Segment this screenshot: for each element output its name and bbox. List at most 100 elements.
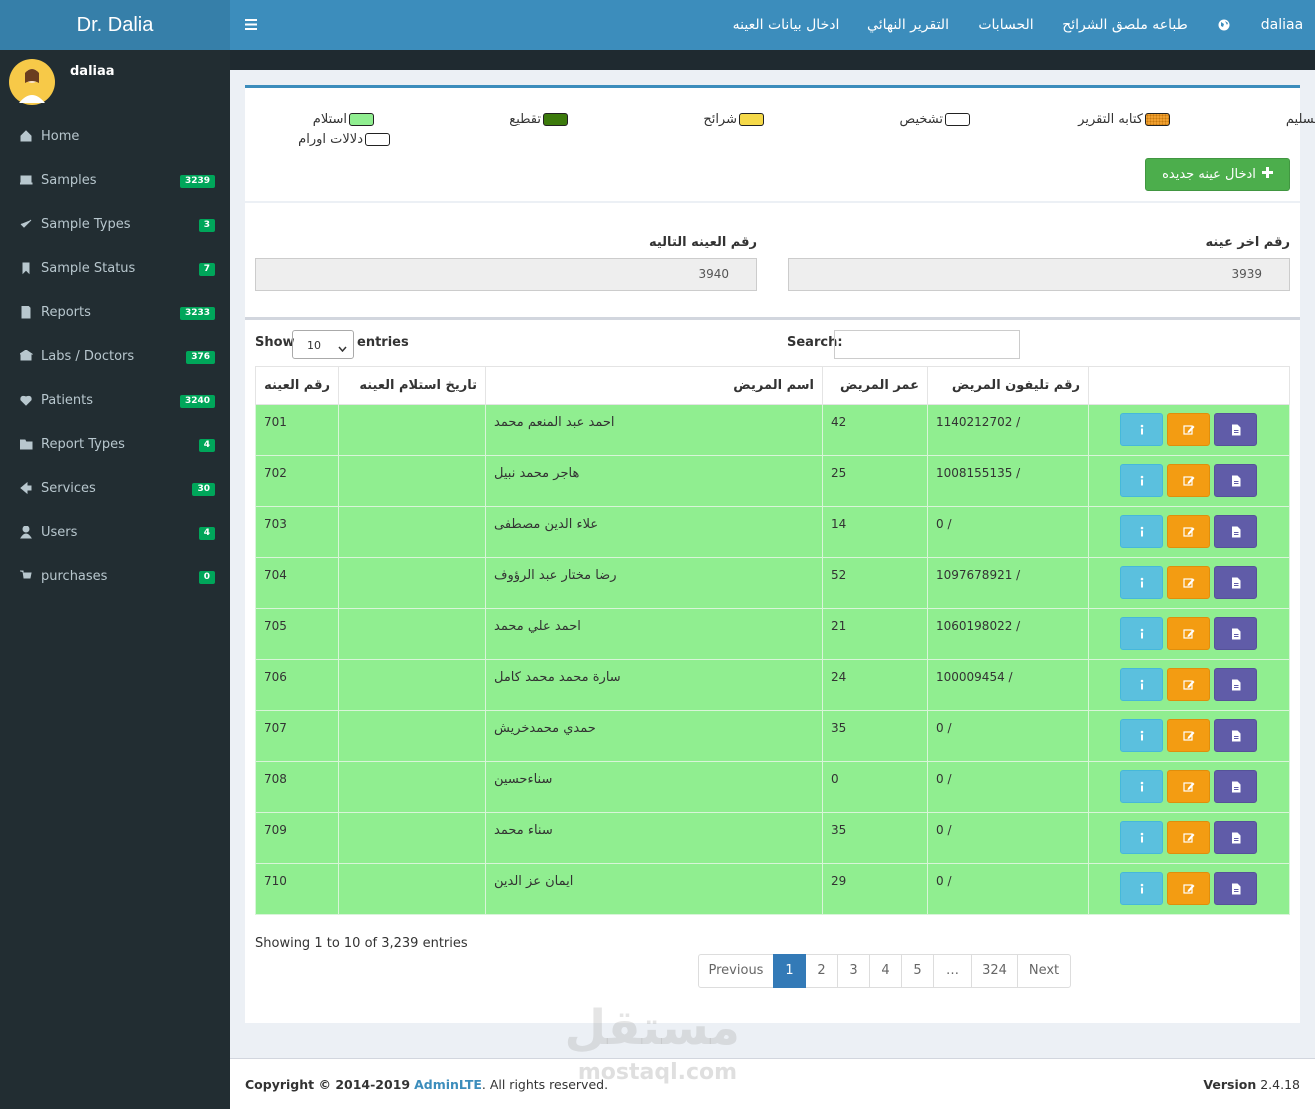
button-label: ادخال عينه جديده (1162, 167, 1256, 182)
page-button[interactable]: … (933, 954, 972, 988)
report-button[interactable] (1214, 413, 1257, 446)
info-button[interactable] (1120, 515, 1163, 548)
menu-item[interactable]: Sample Types 3 (0, 203, 230, 247)
receive-date (338, 710, 486, 762)
menu-label: Sample Types (41, 217, 131, 232)
report-button[interactable] (1214, 821, 1257, 854)
table-row: 708 سناءحسين 0 0 / (255, 761, 1290, 813)
menu-item[interactable]: Sample Status 7 (0, 247, 230, 291)
globe-icon[interactable] (1218, 19, 1230, 31)
edit-button[interactable] (1167, 719, 1210, 752)
menu-item[interactable]: Services 30 (0, 467, 230, 511)
receive-date (338, 506, 486, 558)
adminlte-link[interactable]: AdminLTE (414, 1077, 482, 1092)
report-button[interactable] (1214, 617, 1257, 650)
column-header[interactable]: تاريخ استلام العينه (338, 366, 486, 405)
menu-item[interactable]: Reports 3233 (0, 291, 230, 335)
icon (1232, 679, 1241, 691)
report-button[interactable] (1214, 566, 1257, 599)
info-button[interactable] (1120, 770, 1163, 803)
nav-user[interactable]: daliaa (1260, 17, 1304, 33)
menu-item[interactable]: Patients 3240 (0, 379, 230, 423)
new-sample-button[interactable]: ادخال عينه جديده (1145, 158, 1290, 191)
edit-button[interactable] (1167, 566, 1210, 599)
column-header[interactable]: عمر المريض (822, 366, 928, 405)
info-button[interactable] (1120, 464, 1163, 497)
sample-id: 710 (255, 863, 339, 915)
icon (1232, 781, 1241, 793)
icon (1140, 475, 1144, 486)
samples-table: رقم العينه تاريخ استلام العينه اسم المريض ع… (255, 366, 1290, 915)
page-size-select[interactable]: 10 (292, 330, 354, 359)
actions (1088, 557, 1290, 609)
legend-label: دلالات اورام (298, 131, 363, 147)
report-button[interactable] (1214, 872, 1257, 905)
nav-link[interactable]: ادخال بيانات العينه (732, 17, 840, 33)
menu-item[interactable]: purchases 0 (0, 555, 230, 599)
edit-button[interactable] (1167, 668, 1210, 701)
menu-toggle[interactable] (245, 19, 257, 30)
icon (1183, 476, 1195, 486)
info-button[interactable] (1120, 719, 1163, 752)
receive-date (338, 404, 486, 456)
edit-button[interactable] (1167, 515, 1210, 548)
page-button[interactable]: 4 (869, 954, 902, 988)
icon (22, 262, 30, 275)
menu-item[interactable]: Users 4 (0, 511, 230, 555)
menu-item[interactable]: Samples 3239 (0, 159, 230, 203)
legend-item: دلالات اورام (298, 131, 390, 147)
patient-age: 0 (822, 761, 928, 813)
report-button[interactable] (1214, 770, 1257, 803)
receive-date (338, 608, 486, 660)
menu-item[interactable]: Report Types 4 (0, 423, 230, 467)
icon (1183, 578, 1195, 588)
info-button[interactable] (1120, 821, 1163, 854)
nav-link[interactable]: التقرير النهائي (867, 17, 949, 33)
nav-link[interactable]: الحسابات (978, 17, 1034, 33)
nav-link[interactable]: طباعه ملصق الشرائح (1062, 17, 1188, 33)
edit-button[interactable] (1167, 770, 1210, 803)
topbar: ادخال بيانات العينه التقرير النهائي الحساب… (230, 0, 1315, 50)
info-button[interactable] (1120, 413, 1163, 446)
edit-button[interactable] (1167, 821, 1210, 854)
menu-badge: 30 (192, 483, 215, 496)
edit-button[interactable] (1167, 617, 1210, 650)
info-button[interactable] (1120, 566, 1163, 599)
patient-name: ايمان عز الدين (485, 863, 823, 915)
info-button[interactable] (1120, 617, 1163, 650)
page-button[interactable]: 1 (773, 954, 806, 988)
patient-phone: 1140212702 / (927, 404, 1089, 456)
page-button[interactable]: Previous (698, 954, 774, 988)
icon (1232, 577, 1241, 589)
column-header[interactable]: اسم المريض (485, 366, 823, 405)
report-button[interactable] (1214, 515, 1257, 548)
brand[interactable]: Dr. Dalia (0, 0, 230, 50)
edit-button[interactable] (1167, 872, 1210, 905)
page-button[interactable]: 5 (901, 954, 934, 988)
menu-badge: 0 (198, 571, 215, 584)
page-button[interactable]: 2 (805, 954, 838, 988)
edit-button[interactable] (1167, 464, 1210, 497)
menu-item[interactable]: Home (0, 115, 230, 159)
watermark-arabic: مستقل (564, 1000, 740, 1056)
column-header[interactable]: رقم العينه (255, 366, 339, 405)
info-button[interactable] (1120, 872, 1163, 905)
patient-name: سارة محمد محمد كامل (485, 659, 823, 711)
show-label: Show (255, 335, 295, 350)
sample-id: 706 (255, 659, 339, 711)
column-header[interactable]: رقم تليفون المريض (927, 366, 1089, 405)
page-button[interactable]: Next (1017, 954, 1071, 988)
info-button[interactable] (1120, 668, 1163, 701)
table-row: 703 علاء الدين مصطفى 14 0 / (255, 506, 1290, 558)
report-button[interactable] (1214, 668, 1257, 701)
report-button[interactable] (1214, 719, 1257, 752)
report-button[interactable] (1214, 464, 1257, 497)
edit-button[interactable] (1167, 413, 1210, 446)
page-button[interactable]: 3 (837, 954, 870, 988)
icon (1140, 832, 1144, 843)
menu-item[interactable]: Labs / Doctors 376 (0, 335, 230, 379)
patient-phone: 1008155135 / (927, 455, 1089, 507)
search-input[interactable] (834, 330, 1020, 359)
page-button[interactable]: 324 (971, 954, 1018, 988)
legend-swatch (349, 112, 374, 126)
